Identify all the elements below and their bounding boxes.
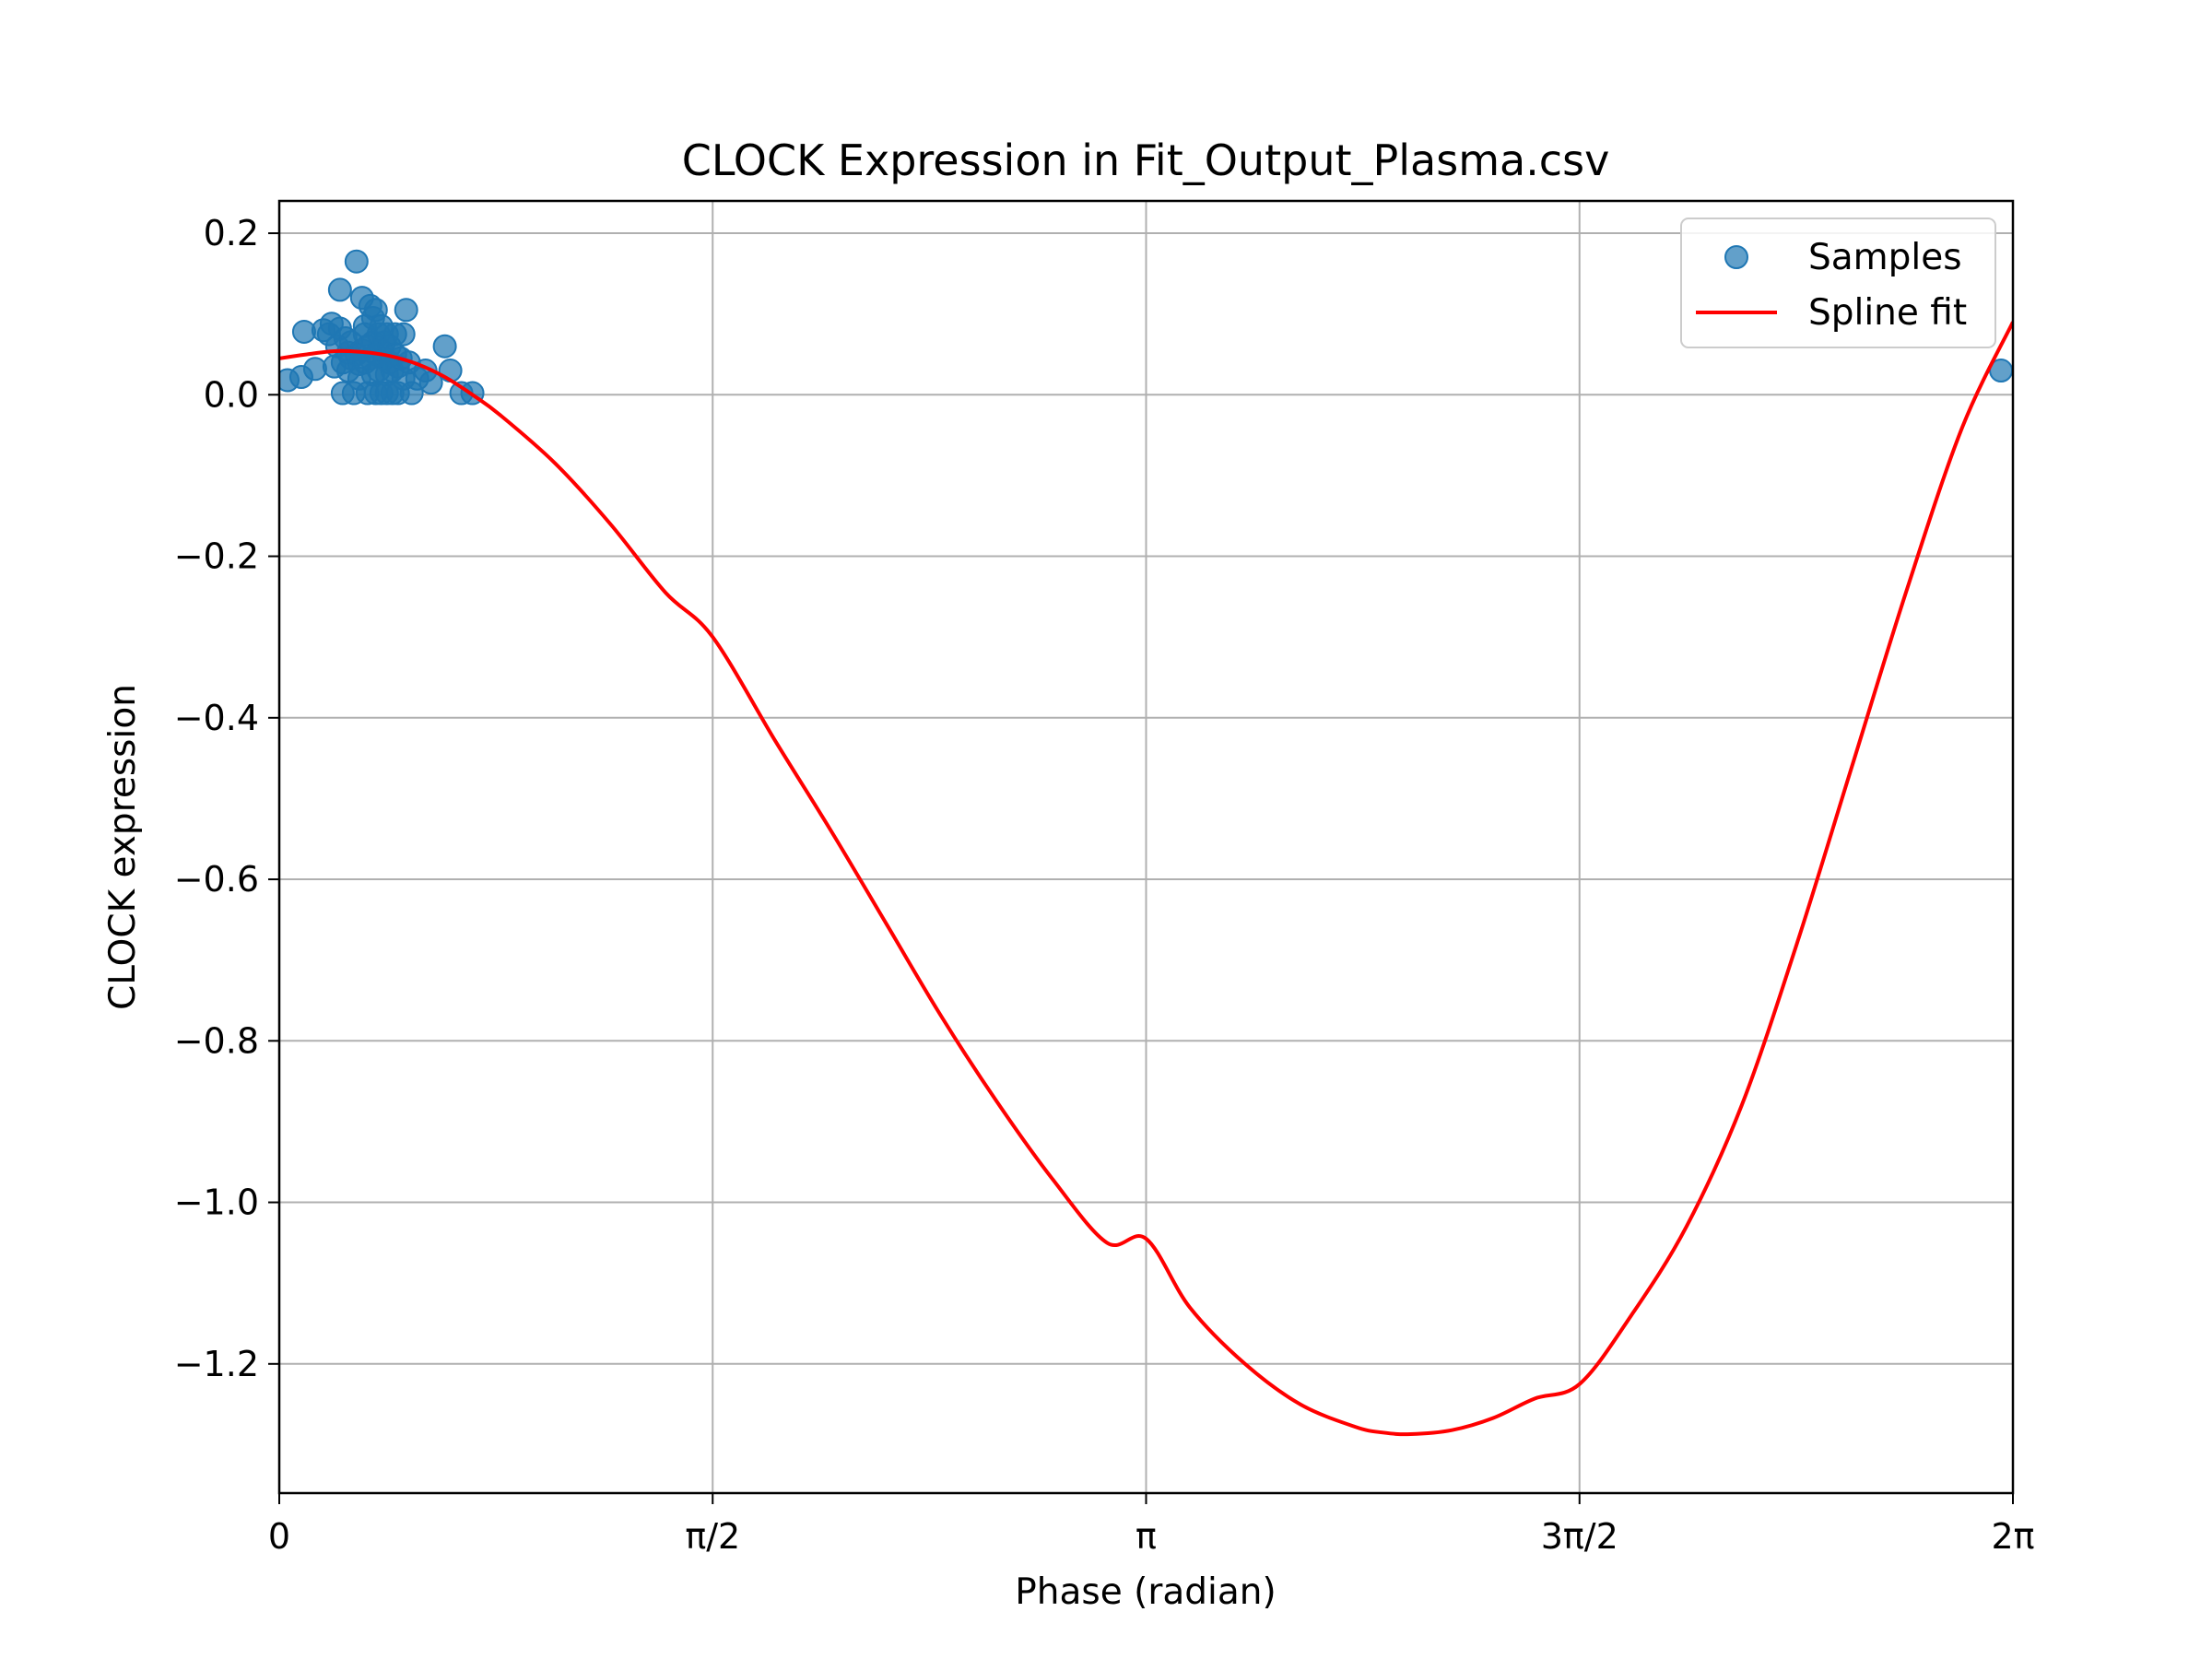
legend-samples-label: Samples — [1808, 237, 1962, 278]
y-tick-label: −0.2 — [174, 536, 259, 577]
grid — [278, 201, 2014, 1493]
sample-point — [327, 277, 352, 302]
plot-area — [279, 249, 2013, 1437]
y-tick-label: −0.6 — [174, 859, 259, 900]
x-tick-label: π — [1135, 1516, 1157, 1557]
y-tick-label: 0.0 — [204, 374, 259, 415]
y-tick-label: −0.8 — [174, 1020, 259, 1061]
y-tick-label: 0.2 — [204, 213, 259, 253]
x-tick-label: π/2 — [685, 1516, 740, 1557]
sample-point — [432, 334, 457, 359]
y-tick-label: −1.2 — [174, 1344, 259, 1384]
legend-box — [1680, 218, 1996, 348]
x-axis-label: Phase (radian) — [1015, 1571, 1276, 1613]
ticks: 0 π/2 π 3π/2 2π 0.2 0.0 −0.2 −0.4 −0.6 −0.8 −1.0 −1.… — [174, 213, 2035, 1557]
legend-spline-label: Spline fit — [1808, 292, 1967, 334]
y-tick-label: −0.4 — [174, 698, 259, 738]
spline-fit-line — [279, 321, 2013, 1437]
sample-point — [344, 249, 369, 274]
x-tick-label: 2π — [1991, 1516, 2034, 1557]
x-tick-label: 3π/2 — [1541, 1516, 1618, 1557]
chart-title: CLOCK Expression in Fit_Output_Plasma.cs… — [682, 135, 1610, 185]
legend: Samples Spline fit — [1680, 218, 1996, 348]
sample-point — [394, 298, 418, 323]
y-axis-label: CLOCK expression — [102, 684, 144, 1010]
sample-point — [391, 322, 416, 347]
x-tick-label: 0 — [268, 1516, 290, 1557]
y-tick-label: −1.0 — [174, 1182, 259, 1223]
legend-samples-marker — [1724, 245, 1748, 269]
